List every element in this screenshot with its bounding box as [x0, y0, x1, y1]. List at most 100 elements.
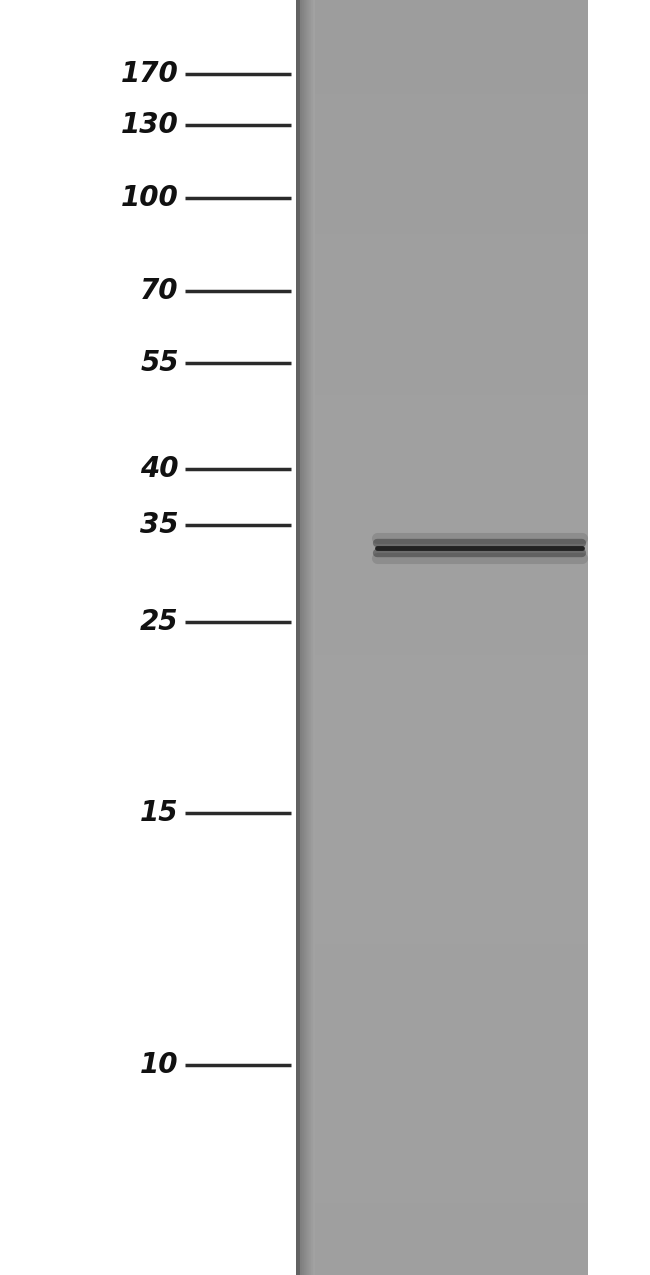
- Bar: [296, 379, 588, 382]
- Bar: [296, 978, 588, 982]
- Bar: [296, 80, 588, 85]
- Bar: [296, 272, 588, 277]
- Bar: [296, 1075, 588, 1080]
- Bar: [296, 1233, 588, 1237]
- Bar: [296, 986, 588, 991]
- Bar: [296, 838, 588, 842]
- Bar: [296, 1266, 588, 1271]
- Bar: [296, 230, 588, 233]
- Bar: [296, 51, 588, 55]
- Bar: [296, 1258, 588, 1262]
- Bar: [296, 1186, 588, 1190]
- Bar: [296, 1084, 588, 1088]
- Bar: [312, 0, 313, 1275]
- Bar: [296, 166, 588, 170]
- Bar: [296, 153, 588, 157]
- Bar: [296, 430, 588, 434]
- Bar: [296, 136, 588, 140]
- Bar: [296, 867, 588, 871]
- Bar: [296, 1144, 588, 1148]
- Bar: [296, 570, 588, 574]
- Bar: [296, 583, 588, 587]
- Text: 130: 130: [121, 111, 179, 139]
- Text: 70: 70: [140, 277, 179, 305]
- Bar: [296, 463, 588, 468]
- Bar: [296, 608, 588, 612]
- Bar: [296, 557, 588, 561]
- Bar: [296, 0, 588, 4]
- Bar: [296, 85, 588, 89]
- Bar: [296, 1020, 588, 1024]
- Bar: [296, 93, 588, 98]
- Text: 35: 35: [140, 511, 179, 539]
- Bar: [296, 552, 588, 557]
- Bar: [296, 259, 588, 264]
- Bar: [296, 1195, 588, 1198]
- Bar: [296, 98, 588, 102]
- Bar: [296, 217, 588, 221]
- Bar: [296, 353, 588, 357]
- Bar: [296, 692, 588, 697]
- Bar: [296, 965, 588, 969]
- Bar: [296, 1024, 588, 1029]
- Bar: [296, 871, 588, 876]
- Bar: [296, 539, 588, 544]
- Bar: [296, 55, 588, 60]
- Bar: [296, 124, 588, 128]
- Bar: [296, 790, 588, 794]
- Bar: [296, 1207, 588, 1211]
- Bar: [296, 404, 588, 408]
- Bar: [296, 1062, 588, 1067]
- Bar: [296, 650, 588, 654]
- Text: 10: 10: [140, 1051, 179, 1079]
- Bar: [296, 450, 588, 455]
- Bar: [296, 4, 588, 9]
- Bar: [296, 1088, 588, 1093]
- Bar: [296, 425, 588, 430]
- Bar: [296, 736, 588, 740]
- Bar: [296, 765, 588, 769]
- Bar: [296, 280, 588, 284]
- Bar: [296, 599, 588, 603]
- Bar: [296, 1160, 588, 1164]
- Bar: [296, 332, 588, 335]
- Bar: [296, 119, 588, 124]
- Bar: [296, 89, 588, 93]
- Bar: [296, 672, 588, 676]
- Bar: [296, 544, 588, 548]
- Bar: [301, 0, 302, 1275]
- Bar: [296, 370, 588, 374]
- Bar: [296, 578, 588, 583]
- Bar: [296, 956, 588, 960]
- Bar: [296, 255, 588, 259]
- Bar: [296, 268, 588, 272]
- Bar: [296, 1271, 588, 1275]
- Bar: [306, 0, 307, 1275]
- Bar: [296, 905, 588, 909]
- Bar: [296, 1080, 588, 1084]
- Bar: [296, 1250, 588, 1253]
- Bar: [296, 1029, 588, 1033]
- Bar: [296, 918, 588, 922]
- Bar: [296, 803, 588, 807]
- Bar: [296, 412, 588, 417]
- Bar: [296, 714, 588, 718]
- Bar: [296, 22, 588, 26]
- Bar: [296, 1105, 588, 1109]
- Bar: [296, 705, 588, 710]
- Bar: [296, 382, 588, 386]
- Bar: [296, 1198, 588, 1202]
- Bar: [296, 408, 588, 412]
- Bar: [296, 901, 588, 905]
- Bar: [296, 1042, 588, 1046]
- Bar: [296, 960, 588, 965]
- Bar: [296, 47, 588, 51]
- Bar: [296, 1067, 588, 1071]
- Bar: [296, 510, 588, 514]
- Bar: [296, 825, 588, 829]
- Bar: [296, 1046, 588, 1049]
- Bar: [296, 488, 588, 493]
- Bar: [296, 149, 588, 153]
- Bar: [296, 472, 588, 476]
- Bar: [296, 812, 588, 816]
